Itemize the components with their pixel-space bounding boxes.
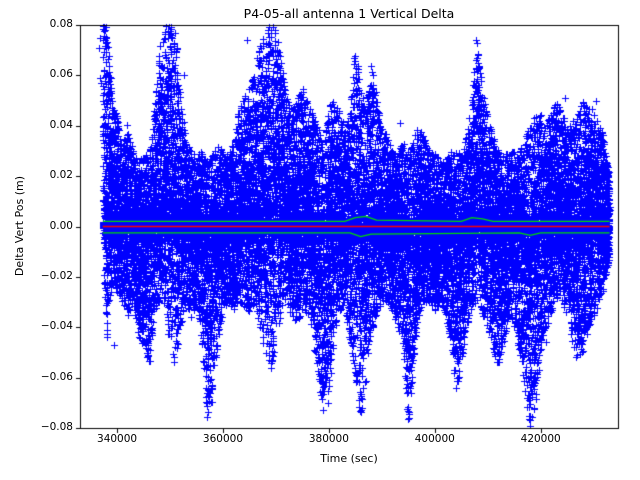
y-tick-label: 0.00 — [49, 219, 73, 232]
x-tick-label: 420000 — [520, 433, 561, 445]
y-tick-label: −0.08 — [40, 421, 73, 433]
y-tick-label: −0.06 — [40, 370, 73, 383]
y-tick-label: 0.02 — [49, 169, 73, 182]
x-tick-label: 340000 — [97, 433, 138, 445]
x-tick-label: 360000 — [202, 433, 244, 445]
y-tick-label: 0.04 — [49, 118, 73, 131]
x-tick-label: 400000 — [414, 433, 455, 445]
x-tick-label: 380000 — [308, 433, 349, 445]
y-tick-label: −0.02 — [40, 269, 73, 282]
chart-title: P4-05-all antenna 1 Vertical Delta — [243, 6, 455, 21]
x-axis-label: Time (sec) — [320, 452, 378, 465]
y-tick-label: 0.08 — [49, 18, 73, 30]
y-tick-label: −0.04 — [40, 320, 73, 333]
y-tick-label: 0.06 — [49, 68, 73, 81]
